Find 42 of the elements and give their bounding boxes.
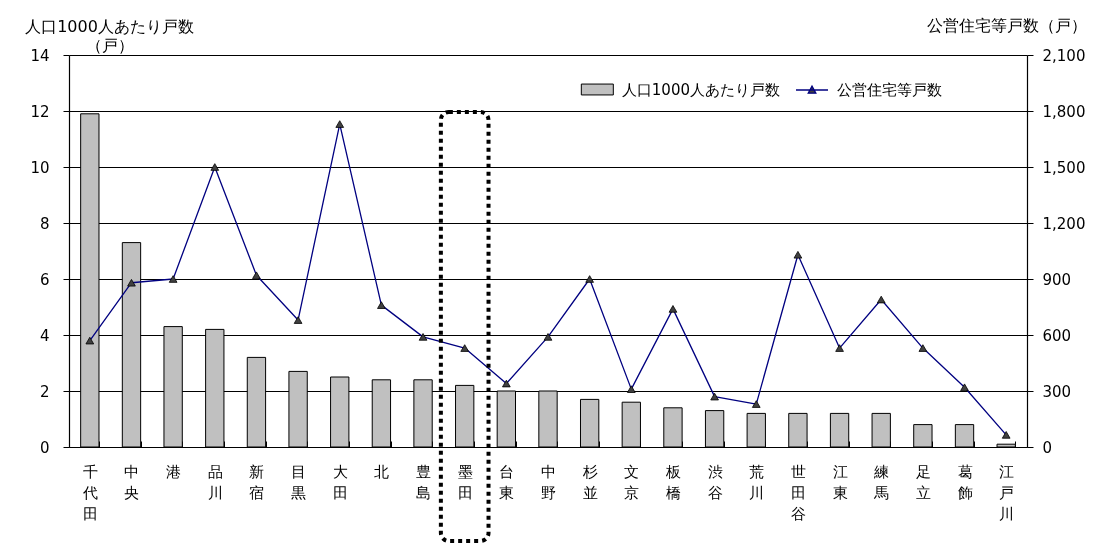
y-tick-label: 12 bbox=[30, 102, 50, 121]
x-tick-label: 渋谷 bbox=[707, 462, 723, 502]
x-tick-label: 杉並 bbox=[581, 462, 598, 502]
y-tick-label: 6 bbox=[39, 270, 50, 289]
y2-tick-label: 600 bbox=[1042, 326, 1072, 345]
y2-tick-label: 900 bbox=[1042, 270, 1072, 289]
x-tick-label: 新宿 bbox=[249, 462, 265, 502]
x-tick-label: 板橋 bbox=[664, 462, 681, 502]
x-tick-label: 足立 bbox=[915, 462, 931, 502]
y-tick-label: 14 bbox=[30, 46, 50, 65]
legend-label: 人口1000人あたり戸数 bbox=[621, 80, 781, 99]
x-tick-label: 文京 bbox=[624, 462, 640, 502]
x-tick-label: 荒川 bbox=[749, 462, 765, 502]
x-tick-label: 目黒 bbox=[291, 462, 307, 502]
y-tick-label: 10 bbox=[30, 158, 50, 177]
y-tick-label: 8 bbox=[39, 214, 50, 233]
x-tick-label: 中野 bbox=[541, 462, 556, 502]
y-tick-label: 0 bbox=[39, 438, 50, 457]
x-tick-label: 品川 bbox=[207, 462, 223, 502]
y2-tick-label: 0 bbox=[1042, 438, 1053, 457]
y2-axis-title: 公営住宅等戸数（戸） bbox=[926, 15, 1087, 35]
x-tick-label: 大田 bbox=[332, 462, 348, 502]
y2-tick-label: 300 bbox=[1042, 382, 1072, 401]
x-tick-label: 墨田 bbox=[457, 462, 473, 502]
x-tick-label: 葛飾 bbox=[957, 462, 973, 502]
y2-tick-label: 1,500 bbox=[1042, 158, 1086, 177]
x-tick-label: 千代田 bbox=[81, 462, 98, 523]
y-tick-label: 2 bbox=[39, 382, 50, 401]
x-tick-label: 北 bbox=[374, 462, 390, 481]
x-tick-label: 豊島 bbox=[416, 462, 432, 502]
legend-label: 公営住宅等戸数 bbox=[837, 81, 942, 99]
y-tick-label: 4 bbox=[39, 326, 50, 345]
x-tick-label: 中央 bbox=[124, 462, 140, 502]
y2-tick-label: 2,100 bbox=[1042, 46, 1086, 65]
x-tick-label: 港 bbox=[166, 462, 182, 481]
x-tick-label: 練馬 bbox=[873, 462, 890, 502]
x-tick-label: 江戸川 bbox=[999, 462, 1015, 523]
x-tick-label: 世田谷 bbox=[790, 462, 806, 523]
y2-tick-label: 1,200 bbox=[1042, 214, 1086, 233]
x-tick-label: 江東 bbox=[832, 462, 848, 502]
x-tick-label: 台東 bbox=[499, 462, 515, 502]
y2-tick-label: 1,800 bbox=[1042, 102, 1086, 121]
